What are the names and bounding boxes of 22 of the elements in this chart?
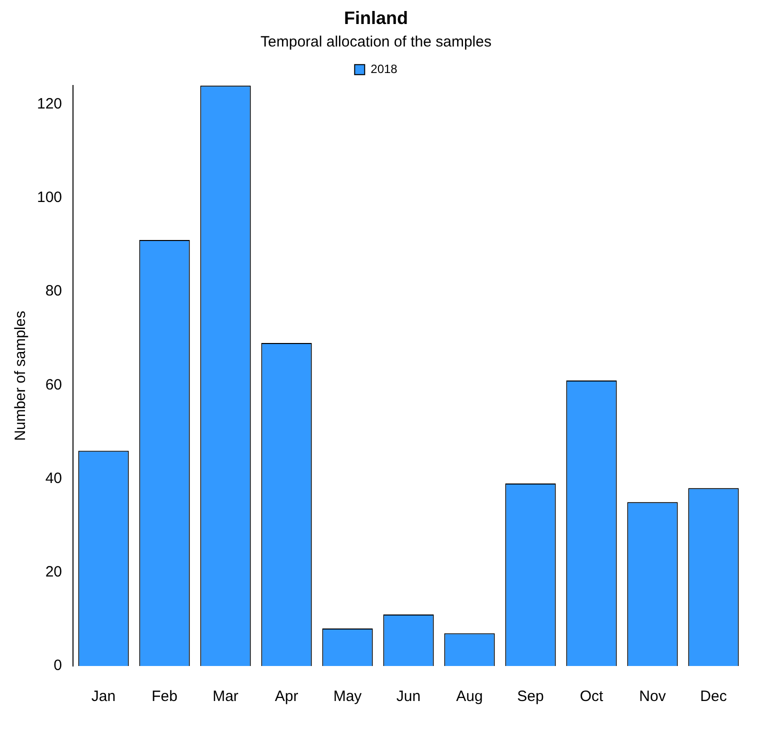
chart-subtitle: Temporal allocation of the samples (260, 34, 492, 51)
y-tick-label: 80 (45, 282, 62, 300)
x-tick-label: Mar (212, 688, 238, 706)
chart-title: Finland (344, 8, 408, 28)
x-tick-label: Nov (639, 688, 666, 706)
legend-label: 2018 (370, 62, 398, 76)
x-tick-label: May (333, 688, 362, 706)
x-tick-label: Oct (580, 688, 604, 706)
y-tick-label: 120 (36, 95, 62, 112)
x-tick-label: Dec (700, 688, 728, 706)
x-tick-label: Sep (517, 688, 544, 706)
x-tick-label: Aug (456, 688, 483, 706)
y-tick-label: 0 (54, 657, 62, 674)
x-tick-label: Jun (396, 688, 421, 706)
y-tick-label: 40 (45, 470, 62, 487)
x-tick-label: Feb (152, 688, 178, 706)
y-axis-title: Number of samples (12, 310, 30, 441)
y-tick-label: 20 (45, 564, 62, 581)
x-tick-label: Jan (91, 688, 116, 706)
x-tick-label: Apr (274, 688, 298, 706)
y-tick-label: 60 (45, 376, 62, 394)
y-tick-label: 100 (36, 189, 62, 206)
